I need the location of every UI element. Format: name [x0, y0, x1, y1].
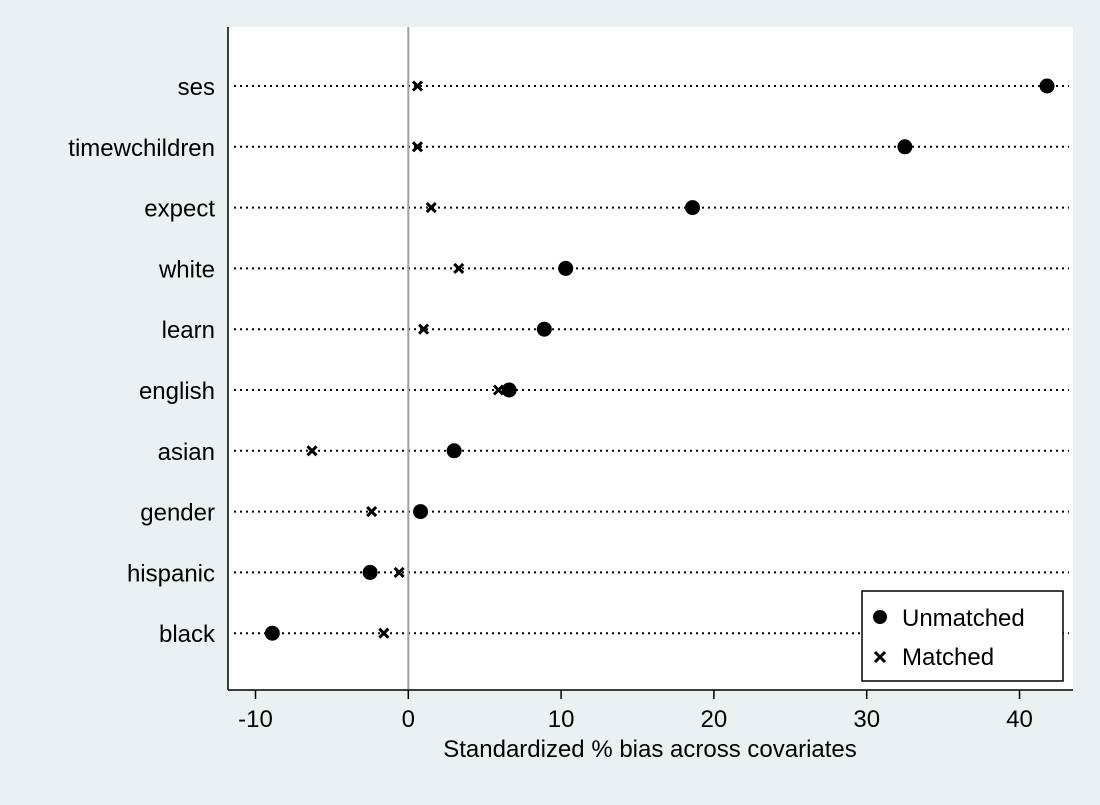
category-label-asian: asian — [158, 439, 215, 466]
unmatched-point-asian — [446, 443, 462, 459]
matched-point-english — [492, 384, 505, 396]
matched-point-learn — [418, 323, 430, 335]
legend-matched-marker — [873, 650, 887, 664]
x-tick-label-0: -10 — [238, 706, 273, 733]
y-axis-labels: ses timewchildren expect white learn english a… — [68, 74, 216, 648]
x-axis-title: Standardized % bias across covariates — [443, 736, 857, 763]
matched-point-gender — [366, 506, 378, 518]
matched-point-black — [378, 627, 390, 639]
category-label-gender: gender — [140, 500, 215, 527]
category-label-white: white — [158, 256, 215, 283]
x-tick-label-4: 30 — [853, 706, 880, 733]
x-tick-label-2: 10 — [548, 706, 575, 733]
matched-point-ses — [411, 80, 424, 92]
x-axis-ticks: -10 0 10 20 30 40 — [238, 690, 1033, 733]
matched-point-white — [453, 262, 465, 274]
legend-unmatched-label: Unmatched — [902, 605, 1025, 632]
unmatched-point-learn — [536, 321, 552, 337]
category-label-english: english — [139, 378, 215, 405]
matched-point-hispanic — [393, 566, 405, 578]
unmatched-point-hispanic — [362, 564, 378, 580]
unmatched-point-black — [264, 625, 280, 641]
unmatched-point-gender — [413, 504, 429, 520]
unmatched-point-white — [558, 260, 574, 276]
category-label-expect: expect — [144, 196, 215, 223]
legend-box — [861, 590, 1064, 682]
category-label-black: black — [159, 621, 216, 648]
matched-point-expect — [425, 202, 437, 214]
unmatched-point-expect — [685, 200, 701, 216]
matched-point-timewchildren — [411, 141, 424, 153]
x-tick-label-3: 20 — [701, 706, 728, 733]
x-tick-label-5: 40 — [1006, 706, 1033, 733]
category-label-learn: learn — [162, 317, 215, 344]
legend: Unmatched Matched — [861, 590, 1064, 682]
x-tick-label-1: 0 — [402, 706, 415, 733]
unmatched-point-ses — [1039, 78, 1055, 94]
unmatched-point-timewchildren — [897, 139, 913, 155]
data-markers — [264, 78, 1055, 641]
category-label-ses: ses — [178, 74, 215, 101]
legend-matched-label: Matched — [902, 644, 994, 671]
matched-point-asian — [306, 445, 318, 457]
category-label-hispanic: hispanic — [127, 560, 215, 587]
unmatched-point-english — [501, 382, 517, 398]
legend-unmatched-marker — [873, 610, 887, 624]
category-label-timewchildren: timewchildren — [68, 135, 215, 162]
